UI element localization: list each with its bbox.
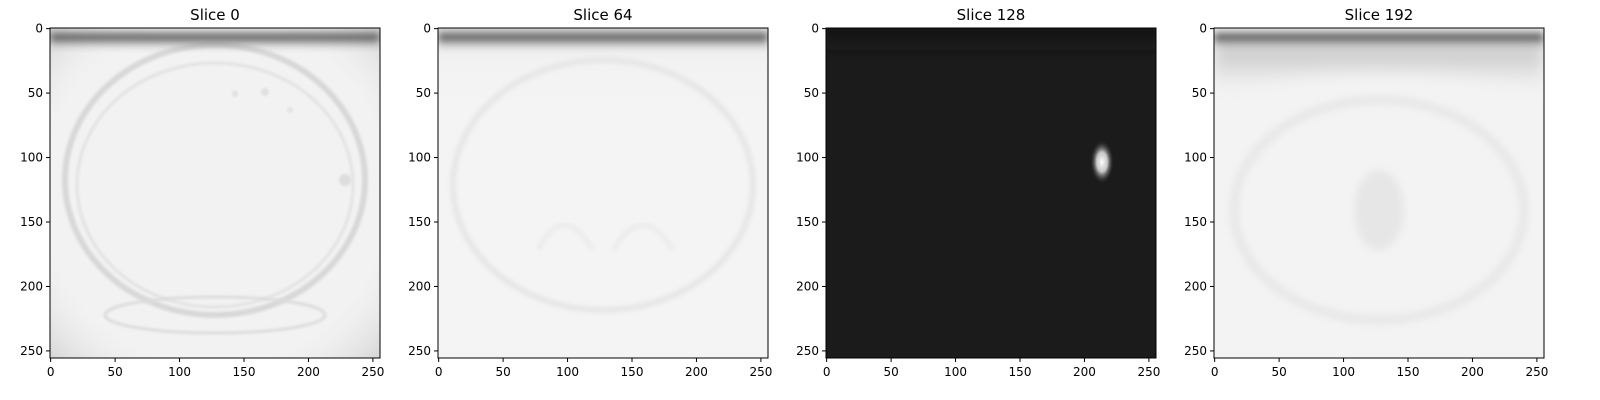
x-tick-label: 0	[1211, 365, 1219, 379]
top-dark-band	[50, 28, 380, 50]
x-tick-label: 150	[1397, 365, 1420, 379]
x-tick-label: 50	[1271, 365, 1286, 379]
x-tick-label: 50	[107, 365, 122, 379]
x-tick-label: 250	[1137, 365, 1160, 379]
x-tick-label: 100	[556, 365, 579, 379]
top-dark-band	[1214, 28, 1544, 50]
y-tick-label: 100	[796, 151, 819, 165]
y-tick-label: 100	[20, 151, 43, 165]
x-tick-label: 50	[495, 365, 510, 379]
y-tick-label: 0	[811, 22, 819, 36]
x-ticks: 0 50 100 150 200 250	[435, 358, 772, 379]
x-ticks: 0 50 100 150 200 250	[823, 358, 1160, 379]
x-tick-label: 250	[361, 365, 384, 379]
axes-frame	[437, 27, 769, 359]
panel-slice-0: Slice 0	[0, 0, 400, 400]
x-tick-label: 100	[1332, 365, 1355, 379]
axes-frame	[825, 27, 1157, 359]
y-tick-label: 100	[1184, 151, 1207, 165]
y-ticks: 0 50 100 150 200 250	[796, 22, 826, 358]
y-tick-label: 50	[1192, 86, 1207, 100]
panel-slice-64: Slice 64	[388, 0, 788, 400]
image-vignette	[50, 28, 380, 358]
y-tick-label: 150	[408, 215, 431, 229]
upper-shadow	[1214, 40, 1544, 95]
y-tick-label: 50	[416, 86, 431, 100]
x-tick-label: 200	[685, 365, 708, 379]
y-tick-label: 200	[20, 279, 43, 293]
y-tick-label: 0	[1199, 22, 1207, 36]
top-dark-band	[826, 28, 1156, 58]
y-tick-label: 250	[796, 344, 819, 358]
x-tick-label: 250	[1525, 365, 1548, 379]
body-outline	[450, 57, 756, 313]
x-tick-label: 200	[297, 365, 320, 379]
slice-image-axes: 0 50 100 150 200 250 0 50 100 150 200 250	[20, 22, 384, 379]
slice-image-axes: 0 50 100 150 200 250 0 50 100 150 200 250	[1184, 22, 1548, 379]
x-tick-label: 0	[47, 365, 55, 379]
lung-contour	[536, 223, 675, 252]
panel-slice-128: Slice 128 0 50 100 15	[776, 0, 1176, 400]
panel-title: Slice 192	[1344, 6, 1414, 24]
y-tick-label: 200	[1184, 279, 1207, 293]
lower-arc	[103, 295, 327, 335]
y-tick-label: 50	[28, 86, 43, 100]
y-tick-label: 150	[796, 215, 819, 229]
x-tick-label: 100	[168, 365, 191, 379]
y-tick-label: 0	[35, 22, 43, 36]
y-ticks: 0 50 100 150 200 250	[1184, 22, 1214, 358]
body-outline	[1230, 96, 1528, 324]
panel-title: Slice 0	[190, 6, 240, 24]
y-tick-label: 200	[796, 279, 819, 293]
axes-frame	[1213, 27, 1545, 359]
top-dark-band	[438, 28, 768, 50]
panel-title: Slice 128	[956, 6, 1026, 24]
y-tick-label: 150	[20, 215, 43, 229]
x-tick-label: 100	[944, 365, 967, 379]
slice-image-axes: 0 50 100 150 200 250 0 50 100 150 200 250	[408, 22, 772, 379]
x-tick-label: 150	[621, 365, 644, 379]
x-tick-label: 0	[435, 365, 443, 379]
axes-frame	[49, 27, 381, 359]
x-tick-label: 0	[823, 365, 831, 379]
y-tick-label: 250	[408, 344, 431, 358]
panel-slice-192: Slice 192	[1164, 0, 1564, 400]
x-tick-label: 150	[233, 365, 256, 379]
x-tick-label: 200	[1073, 365, 1096, 379]
y-ticks: 0 50 100 150 200 250	[20, 22, 50, 358]
y-tick-label: 200	[408, 279, 431, 293]
y-tick-label: 0	[423, 22, 431, 36]
x-tick-label: 50	[883, 365, 898, 379]
image-background	[826, 28, 1156, 358]
x-tick-label: 200	[1461, 365, 1484, 379]
y-tick-label: 50	[804, 86, 819, 100]
y-tick-label: 100	[408, 151, 431, 165]
y-ticks: 0 50 100 150 200 250	[408, 22, 438, 358]
y-tick-label: 250	[20, 344, 43, 358]
y-tick-label: 150	[1184, 215, 1207, 229]
center-structure	[1354, 170, 1404, 250]
x-ticks: 0 50 100 150 200 250	[1211, 358, 1548, 379]
x-ticks: 0 50 100 150 200 250	[47, 358, 384, 379]
body-outline-inner	[75, 61, 355, 309]
bright-spot	[1090, 140, 1114, 184]
panel-title: Slice 64	[573, 6, 633, 24]
x-tick-label: 250	[749, 365, 772, 379]
y-tick-label: 250	[1184, 344, 1207, 358]
slice-image-axes: 0 50 100 150 200 250 0 50 100 150 200 250	[796, 22, 1160, 379]
x-tick-label: 150	[1009, 365, 1032, 379]
